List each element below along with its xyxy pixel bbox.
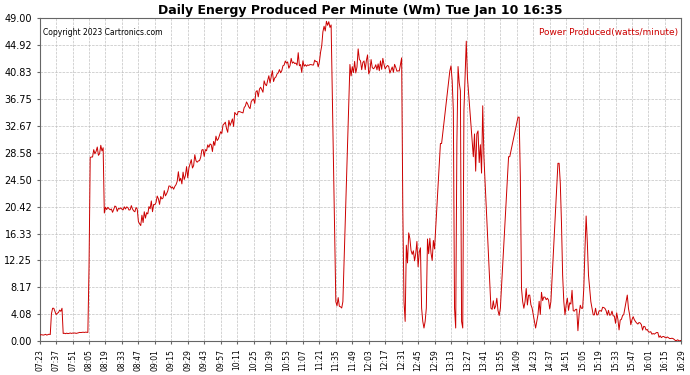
Text: Copyright 2023 Cartronics.com: Copyright 2023 Cartronics.com xyxy=(43,28,162,37)
Text: Power Produced(watts/minute): Power Produced(watts/minute) xyxy=(539,28,678,37)
Title: Daily Energy Produced Per Minute (Wm) Tue Jan 10 16:35: Daily Energy Produced Per Minute (Wm) Tu… xyxy=(158,4,563,17)
